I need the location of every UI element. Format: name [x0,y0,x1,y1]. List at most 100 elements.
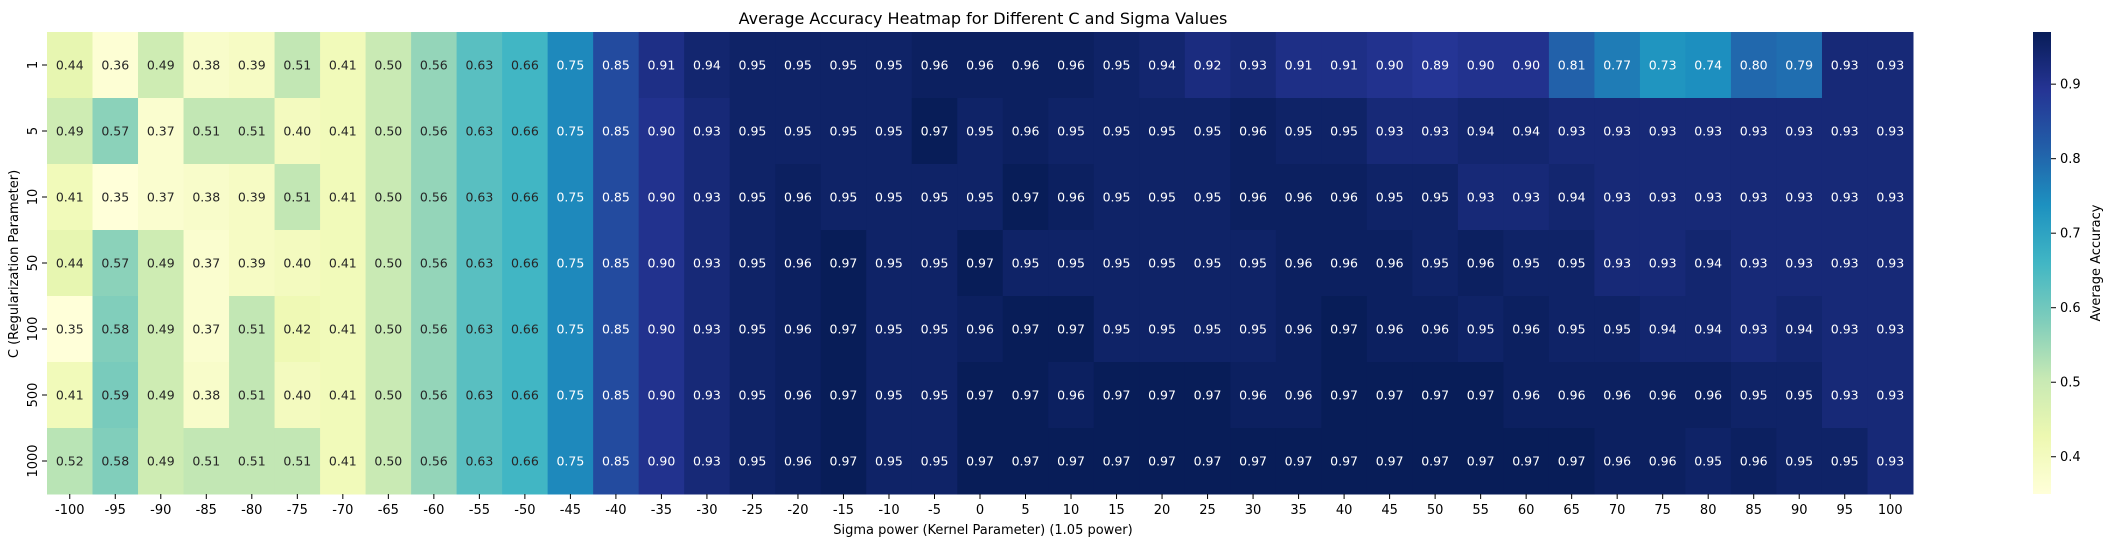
heatmap-cell [1184,164,1231,231]
cell-value-label: 0.95 [1103,322,1131,337]
heatmap-cell [1002,296,1049,363]
heatmap-cell [1230,296,1277,363]
cell-value-label: 0.51 [192,454,220,469]
cell-value-label: 0.97 [966,388,994,403]
cell-value-label: 0.90 [1512,58,1540,73]
cell-value-label: 0.95 [1603,322,1631,337]
cell-value-label: 0.49 [147,388,175,403]
heatmap-cell [1366,362,1413,429]
cell-value-label: 0.93 [1876,124,1904,139]
cell-value-label: 0.97 [1148,388,1176,403]
heatmap-cell [911,362,958,429]
cell-value-label: 0.93 [1831,190,1859,205]
cell-value-label: 0.77 [1603,58,1631,73]
heatmap-cell [775,230,822,297]
heatmap-cell [729,296,776,363]
heatmap-cell [957,164,1004,231]
heatmap-cell [1457,230,1504,297]
cell-value-label: 0.95 [1239,322,1267,337]
cell-value-label: 0.51 [283,190,311,205]
heatmap-cell [1412,428,1459,495]
heatmap-cell [957,230,1004,297]
cell-value-label: 0.50 [374,190,402,205]
colorbar-tick-label: 0.8 [2060,152,2081,167]
cell-value-label: 0.63 [465,256,493,271]
heatmap-cell [1730,164,1777,231]
heatmap-cell [1867,362,1914,429]
cell-value-label: 0.93 [1785,190,1813,205]
heatmap-cell [229,362,276,429]
cell-value-label: 0.97 [1376,388,1404,403]
cell-value-label: 0.93 [1512,190,1540,205]
heatmap-cell [684,230,731,297]
cell-value-label: 0.93 [693,190,721,205]
cell-value-label: 0.95 [830,190,858,205]
heatmap-cell [820,164,867,231]
cell-value-label: 0.96 [784,322,812,337]
heatmap-cell [1548,164,1595,231]
heatmap-cell [1321,428,1368,495]
cell-value-label: 0.66 [511,58,539,73]
cell-value-label: 0.97 [1194,454,1222,469]
heatmap-cell [229,428,276,495]
cell-value-label: 0.93 [1467,190,1495,205]
heatmap-cell [684,296,731,363]
cell-value-label: 0.97 [1330,454,1358,469]
cell-value-label: 0.63 [465,388,493,403]
cell-value-label: 0.97 [1194,388,1222,403]
cell-value-label: 0.81 [1558,58,1586,73]
heatmap-cell [1184,32,1231,99]
cell-value-label: 0.50 [374,58,402,73]
cell-value-label: 0.96 [1239,124,1267,139]
cell-value-label: 0.96 [1558,388,1586,403]
colorbar-tick-label: 0.6 [2060,301,2081,316]
y-tick-label: 1000 [26,444,41,477]
cell-value-label: 0.95 [1148,124,1176,139]
y-tick-label: 100 [26,317,41,342]
heatmap-cell [1639,98,1686,165]
cell-value-label: 0.93 [1740,322,1768,337]
heatmap-cell [1093,362,1140,429]
heatmap-cell [638,98,685,165]
cell-value-label: 0.95 [875,190,903,205]
cell-value-label: 0.93 [1831,388,1859,403]
heatmap-cell [456,32,503,99]
heatmap-cell [183,428,230,495]
heatmap-cell [1321,32,1368,99]
cell-value-label: 0.93 [1649,256,1677,271]
heatmap-cell [1366,98,1413,165]
cell-value-label: 0.49 [147,256,175,271]
cell-value-label: 0.96 [921,58,949,73]
cell-value-label: 0.42 [283,322,311,337]
heatmap-cell [1821,428,1868,495]
heatmap-cell [183,296,230,363]
heatmap-cell [1184,362,1231,429]
cell-value-label: 0.66 [511,388,539,403]
heatmap-cell [1184,296,1231,363]
cell-value-label: 0.96 [1012,58,1040,73]
x-tick-label: 55 [1472,503,1489,518]
heatmap-cell [775,164,822,231]
cell-value-label: 0.96 [1057,190,1085,205]
heatmap-cell [1594,98,1641,165]
cell-value-label: 0.96 [1467,256,1495,271]
cell-value-label: 0.94 [1694,256,1722,271]
cell-value-label: 0.51 [238,322,266,337]
heatmap-cell [1639,362,1686,429]
heatmap-cell [502,296,549,363]
heatmap-cell [1139,230,1186,297]
cell-value-label: 0.96 [1285,190,1313,205]
cell-value-label: 0.75 [556,256,584,271]
heatmap-cell [1821,32,1868,99]
x-tick-label: 20 [1154,503,1171,518]
cell-value-label: 0.93 [1603,190,1631,205]
heatmap-cell [911,230,958,297]
heatmap-cell [1503,32,1550,99]
heatmap-cell [1639,164,1686,231]
heatmap-cell [684,164,731,231]
heatmap-cell [1730,98,1777,165]
cell-value-label: 0.95 [739,124,767,139]
heatmap-cell [1002,98,1049,165]
cell-value-label: 0.56 [420,322,448,337]
heatmap-cell [1503,98,1550,165]
